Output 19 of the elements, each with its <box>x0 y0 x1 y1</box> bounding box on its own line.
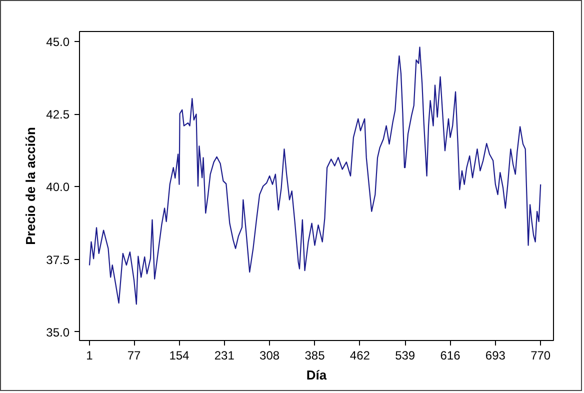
x-tick-label: 1 <box>86 348 94 362</box>
y-tick-label: 42.5 <box>46 108 70 122</box>
x-tick-label: 77 <box>127 348 142 362</box>
x-axis-title: Día <box>306 368 328 382</box>
x-tick-label: 308 <box>260 348 280 362</box>
x-tick-label: 616 <box>440 348 461 362</box>
x-tick-label: 539 <box>395 348 416 362</box>
x-tick-label: 385 <box>304 348 326 362</box>
y-tick-label: 37.5 <box>46 252 70 267</box>
y-tick-label: 40.0 <box>46 180 70 194</box>
y-axis-title: Precio de la acción <box>23 127 38 245</box>
x-tick-label: 693 <box>485 348 506 362</box>
line-series <box>88 46 542 305</box>
x-tick-label: 770 <box>530 348 551 362</box>
y-tick-label: 35.0 <box>46 325 70 340</box>
x-tick-label: 154 <box>169 348 190 362</box>
x-tick-label: 462 <box>350 348 370 362</box>
x-tick-label: 231 <box>214 348 235 362</box>
y-tick-label: 45.0 <box>46 35 70 50</box>
